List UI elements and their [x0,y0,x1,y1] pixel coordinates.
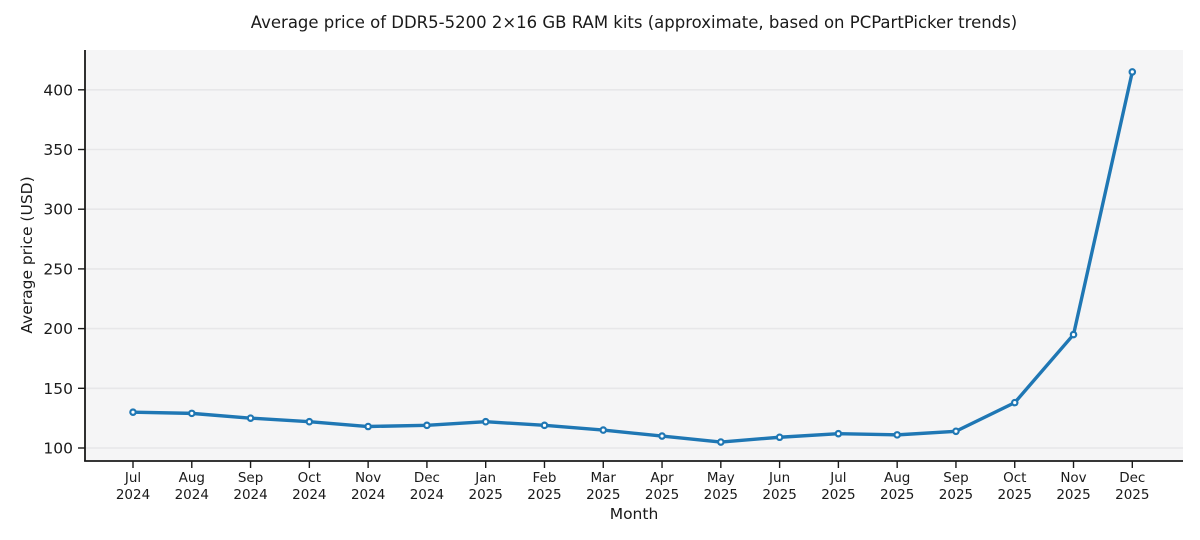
x-tick-label-year-9: 2025 [645,487,679,503]
y-tick-label-250: 250 [43,260,73,278]
y-tick-label-100: 100 [43,440,73,458]
data-point-jun-2025 [775,433,784,442]
x-tick-label-year-12: 2025 [821,487,855,503]
data-point-apr-2025 [658,432,666,440]
x-axis-label: Month [609,505,659,523]
data-point-jul-2025 [834,429,843,438]
data-point-feb-2025 [540,421,549,430]
x-tick-label-year-1: 2024 [175,487,209,503]
x-tick-label-year-4: 2024 [351,487,385,503]
x-tick-label-month-9: Apr [650,470,674,486]
x-tick-label-year-17: 2025 [1115,487,1149,503]
x-tick-label-month-2: Sep [238,470,263,486]
data-point-jan-2025 [481,417,490,426]
x-tick-label-month-6: Jan [474,470,496,486]
x-tick-label-year-11: 2025 [762,487,796,503]
data-point-aug-2024 [187,409,196,418]
x-tick-label-month-1: Aug [179,470,205,486]
x-tick-label-year-13: 2025 [880,487,914,503]
data-point-dec-2024 [423,421,431,430]
x-tick-label-year-7: 2025 [527,487,561,503]
x-tick-label-year-10: 2025 [704,487,738,503]
y-tick-label-150: 150 [43,380,73,398]
x-tick-label-year-5: 2024 [410,487,444,503]
price-line [131,70,1135,444]
data-point-nov-2024 [364,422,372,431]
data-point-aug-2025 [893,431,901,439]
x-tick-label-year-6: 2025 [469,487,503,503]
data-point-may-2025 [717,438,725,446]
x-tick-label-month-15: Oct [1003,470,1026,486]
x-tick-label-year-0: 2024 [116,487,150,503]
x-tick-label-month-17: Dec [1119,470,1145,486]
y-tick-label-400: 400 [43,81,73,99]
data-point-nov-2025 [1069,330,1078,339]
x-tick-label-month-4: Nov [355,470,381,486]
y-tick-label-200: 200 [43,320,73,338]
plot-background [85,50,1183,461]
x-tick-label-month-12: Jul [829,470,846,486]
x-tick-label-month-14: Sep [943,470,968,486]
data-point-dec-2025 [1128,68,1137,76]
data-point-sep-2025 [952,427,960,436]
x-tick-label-month-3: Oct [298,470,321,486]
x-tick-label-year-8: 2025 [586,487,620,503]
data-point-sep-2024 [246,414,255,422]
x-tick-label-year-3: 2024 [292,487,326,503]
y-tick-label-350: 350 [43,141,73,159]
x-tick-label-month-11: Jun [768,470,790,486]
x-tick-label-month-7: Feb [533,470,557,486]
x-tick-label-month-10: May [707,470,735,486]
x-tick-label-month-0: Jul [124,470,141,486]
y-tick-label-300: 300 [43,201,73,219]
x-tick-label-month-16: Nov [1060,470,1086,486]
x-tick-label-year-16: 2025 [1056,487,1090,503]
data-point-oct-2025 [1010,398,1019,407]
data-point-mar-2025 [599,426,608,434]
x-tick-label-month-13: Aug [884,470,910,486]
chart-title: Average price of DDR5-5200 2×16 GB RAM k… [250,13,1018,32]
x-tick-label-month-8: Mar [591,470,617,486]
x-tick-label-year-2: 2024 [233,487,267,503]
x-tick-label-year-14: 2025 [939,487,973,503]
data-point-jul-2024 [129,408,137,416]
x-tick-label-year-15: 2025 [998,487,1032,503]
x-tick-label-month-5: Dec [414,470,440,486]
data-point-oct-2024 [305,417,314,426]
